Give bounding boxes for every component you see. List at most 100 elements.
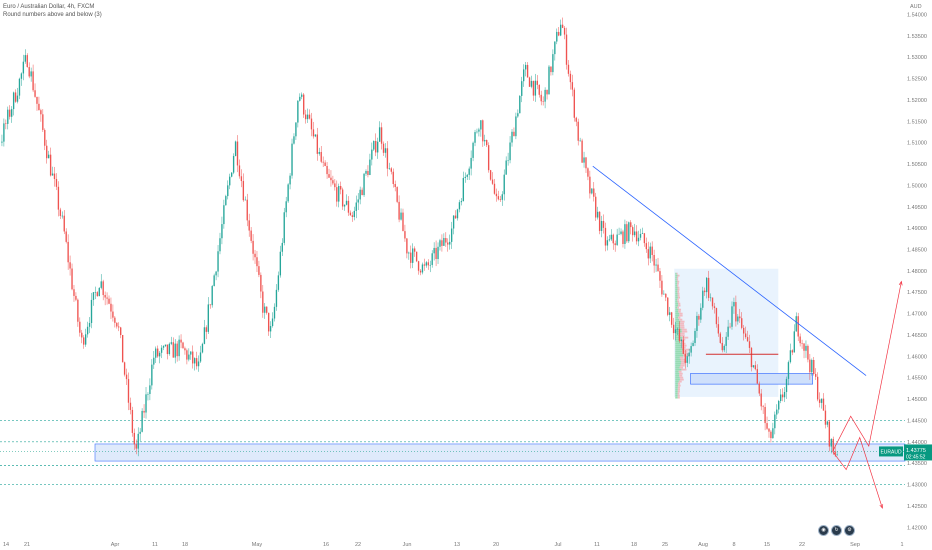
candle	[345, 200, 348, 205]
candle	[581, 140, 583, 163]
volume-bar	[676, 284, 679, 287]
candle	[269, 326, 272, 332]
candle	[83, 337, 85, 345]
candle	[376, 141, 379, 153]
candle	[51, 173, 54, 176]
candle	[133, 432, 136, 445]
volume-bar	[675, 326, 681, 329]
settings-icon[interactable]: ⚙	[844, 525, 855, 536]
candle	[616, 234, 618, 246]
price-tick-label: 1.46500	[907, 333, 927, 339]
volume-bar	[675, 324, 681, 327]
price-tick-label: 1.43500	[907, 461, 927, 467]
candle	[439, 240, 441, 247]
volume-bar	[675, 282, 678, 285]
candle	[9, 109, 11, 117]
candle	[285, 201, 287, 213]
indicator-title[interactable]: Round numbers above and below (3)	[3, 12, 102, 18]
volume-bar	[675, 286, 678, 289]
candle	[361, 189, 363, 196]
candle	[30, 71, 32, 77]
volume-bar	[675, 392, 678, 395]
candle	[781, 394, 784, 398]
candle	[657, 264, 659, 272]
volume-bar	[679, 356, 684, 359]
candle	[137, 433, 139, 449]
candle	[378, 127, 381, 142]
volume-bar	[675, 332, 681, 335]
candle	[314, 134, 317, 137]
volume-bar	[677, 286, 680, 289]
candle	[242, 181, 245, 201]
candle	[273, 306, 276, 319]
candle	[583, 157, 585, 163]
candle	[88, 322, 91, 327]
symbol-title[interactable]: Euro / Australian Dollar, 4h, FXCM	[3, 4, 95, 10]
candle	[704, 290, 706, 293]
candle	[445, 238, 447, 243]
candle	[246, 199, 248, 221]
candle	[322, 161, 324, 163]
eye-icon[interactable]: ◉	[818, 525, 829, 536]
candle	[717, 324, 720, 334]
candle	[271, 318, 274, 327]
candle	[836, 454, 838, 456]
candle	[813, 359, 815, 374]
candle	[260, 274, 262, 292]
candle	[65, 231, 67, 242]
candle	[602, 220, 605, 228]
candle	[135, 444, 137, 449]
candle	[382, 143, 385, 153]
candle	[676, 328, 679, 330]
candle	[170, 342, 172, 344]
volume-bar	[675, 310, 679, 313]
volume-bar	[680, 332, 685, 335]
candle	[462, 177, 465, 202]
candle	[283, 212, 285, 243]
volume-bar	[682, 354, 690, 357]
candle	[606, 240, 609, 246]
candle	[127, 379, 130, 403]
candle	[632, 227, 634, 236]
candle	[524, 64, 527, 70]
candle	[236, 141, 239, 166]
candle	[768, 428, 770, 432]
time-tick-label: 11	[594, 542, 600, 548]
grid-layer	[0, 420, 905, 485]
candle	[721, 342, 723, 351]
volume-bar	[675, 312, 680, 315]
volume-bar	[675, 276, 677, 279]
volume-bar	[675, 388, 678, 391]
volume-bar	[677, 294, 680, 297]
candle	[797, 316, 799, 337]
candle	[441, 240, 443, 246]
candle	[125, 374, 128, 380]
candle	[774, 414, 776, 429]
candle	[423, 264, 426, 266]
candle	[392, 171, 394, 185]
volume-bar	[679, 366, 684, 369]
candle	[47, 154, 50, 159]
candle	[635, 231, 638, 242]
candle	[550, 66, 552, 73]
refresh-icon[interactable]: ↻	[831, 525, 842, 536]
candle	[24, 55, 26, 62]
volume-bar	[679, 378, 684, 381]
candle	[419, 270, 422, 273]
volume-bar	[681, 330, 688, 333]
volume-bar	[675, 288, 678, 291]
axis-layer: AUD 1.54000 1.53500 1.53000 1.52500 1.52000 1.…	[3, 4, 927, 548]
volume-bar	[675, 378, 680, 381]
volume-bar	[675, 298, 678, 301]
candle	[478, 129, 480, 132]
candle	[116, 322, 118, 327]
candle	[591, 188, 593, 194]
candle	[390, 168, 392, 172]
candle	[332, 180, 334, 184]
candle	[468, 168, 470, 175]
volume-bar	[678, 302, 681, 305]
volume-bar	[675, 278, 677, 281]
candle	[801, 343, 803, 344]
candle	[59, 209, 62, 216]
